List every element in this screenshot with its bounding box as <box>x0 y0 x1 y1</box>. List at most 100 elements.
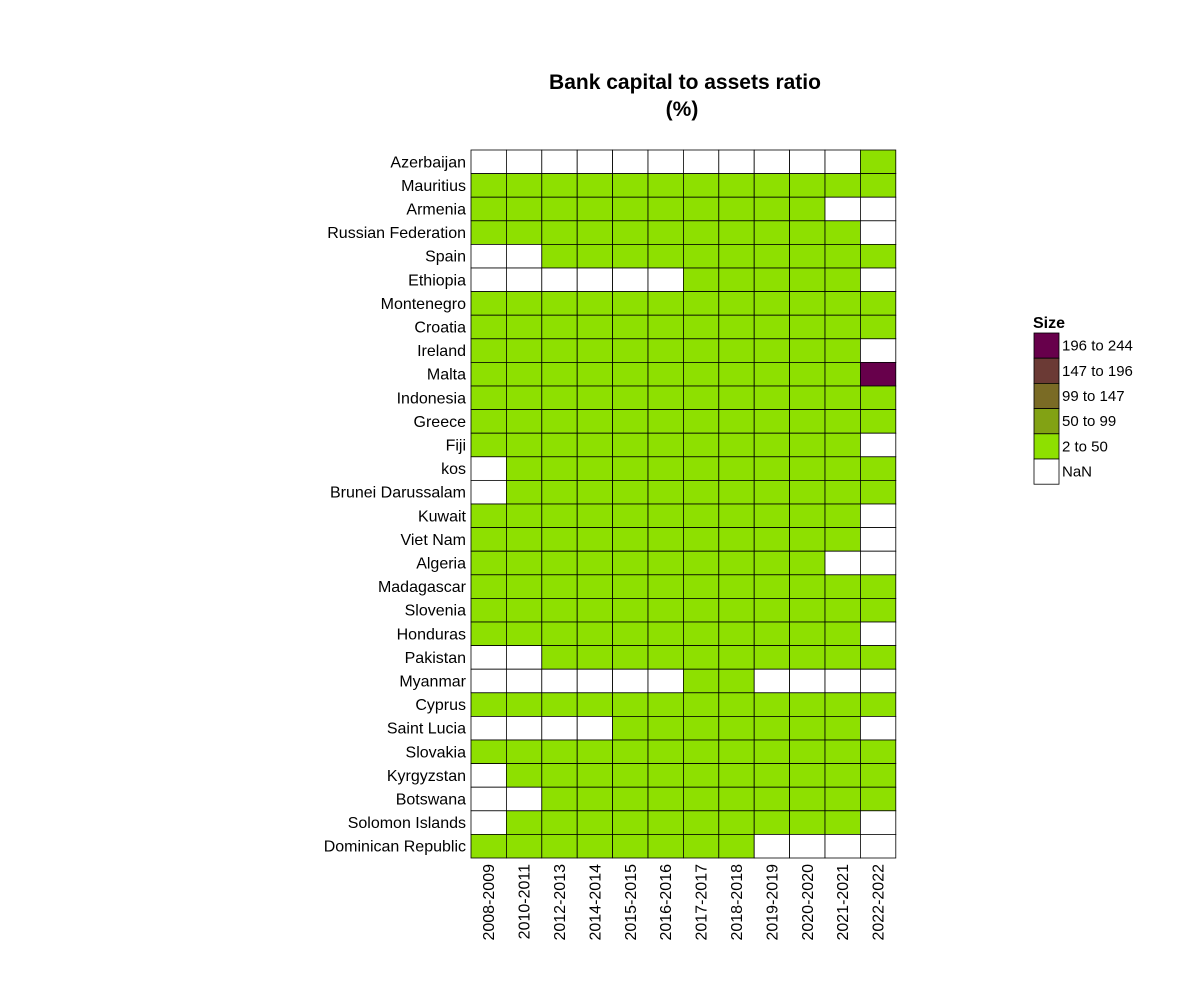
heatmap-cell <box>789 550 826 576</box>
heatmap-cell <box>647 503 684 529</box>
heatmap-cell <box>753 598 791 623</box>
heatmap-cell <box>789 834 826 859</box>
column-label: 2015-2015 <box>623 864 640 941</box>
heatmap-cell <box>718 479 755 505</box>
heatmap-cell <box>647 692 684 717</box>
heatmap-cell <box>612 196 649 222</box>
heatmap-cell <box>612 479 649 505</box>
column-label: 2016-2016 <box>658 864 675 941</box>
heatmap-cell <box>683 220 720 245</box>
heatmap-cell <box>505 834 543 859</box>
heatmap-cell <box>541 314 578 340</box>
column-label: 2020-2020 <box>800 864 817 941</box>
heatmap-cell <box>860 243 897 269</box>
heatmap-cell <box>860 527 897 552</box>
heatmap-cell <box>718 645 755 670</box>
row-label: kos <box>441 461 466 478</box>
heatmap-cell <box>541 456 578 481</box>
heatmap-cell <box>505 173 543 198</box>
row-label: Cyprus <box>415 697 466 714</box>
heatmap-cell <box>647 739 684 765</box>
heatmap-cell <box>470 267 507 293</box>
heatmap-cell <box>612 291 649 316</box>
heatmap-cell <box>647 668 684 694</box>
heatmap-cell <box>860 503 897 529</box>
heatmap-cell <box>470 456 507 481</box>
heatmap-cell <box>576 668 614 694</box>
heatmap-cell <box>860 173 897 198</box>
heatmap-cell <box>470 338 507 363</box>
heatmap-cell <box>718 810 755 835</box>
heatmap-cell <box>860 409 897 434</box>
heatmap-cell <box>860 338 897 363</box>
heatmap-cell <box>612 149 649 175</box>
heatmap-cell <box>612 267 649 293</box>
heatmap-cell <box>647 314 684 340</box>
heatmap-cell <box>505 479 543 505</box>
heatmap-cell <box>647 574 684 599</box>
heatmap-cell <box>541 716 578 741</box>
heatmap-cell <box>789 645 826 670</box>
heatmap-cell <box>753 267 791 293</box>
heatmap-cell <box>612 834 649 859</box>
heatmap-cell <box>576 716 614 741</box>
column-label: 2008-2009 <box>481 864 498 941</box>
heatmap-cell <box>718 598 755 623</box>
heatmap-cell <box>647 456 684 481</box>
heatmap-cell <box>541 338 578 363</box>
heatmap-cell <box>718 338 755 363</box>
heatmap-cell <box>541 196 578 222</box>
heatmap-cell <box>541 763 578 788</box>
heatmap-cell <box>470 361 507 387</box>
heatmap-cell <box>789 503 826 529</box>
heatmap-cell <box>683 196 720 222</box>
heatmap-cell <box>789 786 826 812</box>
heatmap-cell <box>718 668 755 694</box>
heatmap-cell <box>470 503 507 529</box>
heatmap-cell <box>541 409 578 434</box>
heatmap-cell <box>612 574 649 599</box>
heatmap-cell <box>789 173 826 198</box>
heatmap-cell <box>824 432 861 458</box>
row-label: Slovenia <box>405 603 466 620</box>
heatmap-cell <box>576 550 614 576</box>
heatmap-cell <box>860 786 897 812</box>
heatmap-cell <box>505 621 543 647</box>
heatmap-cell <box>860 716 897 741</box>
heatmap-cell <box>824 550 861 576</box>
heatmap-cell <box>505 456 543 481</box>
heatmap-cell <box>860 432 897 458</box>
heatmap-cell <box>505 338 543 363</box>
heatmap-cell <box>470 196 507 222</box>
heatmap-cell <box>718 692 755 717</box>
heatmap-cell <box>541 432 578 458</box>
heatmap-cell <box>789 291 826 316</box>
heatmap-cell <box>505 267 543 293</box>
heatmap-cell <box>824 220 861 245</box>
heatmap-cell <box>576 361 614 387</box>
heatmap-cell <box>824 574 861 599</box>
heatmap-cell <box>718 432 755 458</box>
heatmap-cell <box>612 173 649 198</box>
heatmap-cell <box>647 409 684 434</box>
heatmap-cell <box>683 621 720 647</box>
heatmap-cell <box>753 243 791 269</box>
heatmap-cell <box>470 645 507 670</box>
heatmap-cell <box>541 834 578 859</box>
heatmap-cell <box>860 550 897 576</box>
heatmap-cell <box>612 338 649 363</box>
heatmap-cell <box>753 550 791 576</box>
heatmap-cell <box>612 598 649 623</box>
row-label: Viet Nam <box>400 532 466 549</box>
row-label: Madagascar <box>378 579 467 596</box>
heatmap-cell <box>541 173 578 198</box>
heatmap-cell <box>824 409 861 434</box>
heatmap-cell <box>470 314 507 340</box>
heatmap-cell <box>824 598 861 623</box>
column-label: 2017-2017 <box>694 864 711 941</box>
legend: Size 196 to 244 147 to 196 99 to 147 50 to … <box>1033 315 1133 485</box>
heatmap-cell <box>789 361 826 387</box>
heatmap-cell <box>576 763 614 788</box>
heatmap-cell <box>647 291 684 316</box>
heatmap-cell <box>683 834 720 859</box>
